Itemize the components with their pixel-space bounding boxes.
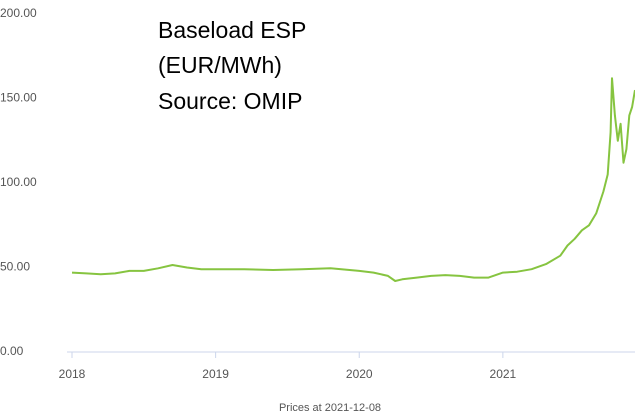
x-tick-label: 2018	[59, 367, 86, 381]
y-tick-label: 0.00	[0, 344, 24, 358]
y-tick-label: 50.00	[0, 260, 30, 274]
line-series	[71, 77, 635, 282]
x-tick-label: 2020	[346, 367, 373, 381]
y-tick-label: 150.00	[0, 91, 37, 105]
x-tick-label: 2021	[490, 367, 517, 381]
y-tick-label: 200.00	[0, 6, 37, 20]
annotation: Baseload ESP	[158, 17, 306, 43]
footer: Prices at 2021-12-08	[279, 402, 381, 414]
annotation: Source: OMIP	[158, 88, 302, 114]
x-tick-label: 2019	[202, 367, 229, 381]
y-tick-label: 100.00	[0, 175, 37, 189]
annotation: (EUR/MWh)	[158, 52, 282, 78]
